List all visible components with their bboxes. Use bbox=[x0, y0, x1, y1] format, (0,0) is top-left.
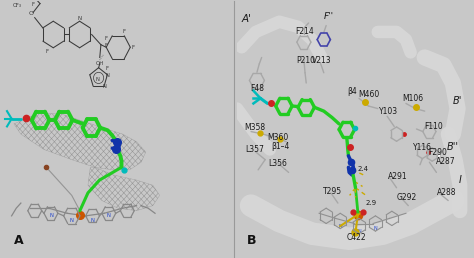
Text: N: N bbox=[357, 229, 361, 234]
Text: M360: M360 bbox=[267, 133, 289, 142]
Text: A291: A291 bbox=[388, 172, 408, 181]
Text: A': A' bbox=[241, 14, 251, 24]
Text: N: N bbox=[338, 224, 342, 229]
Text: 2.9: 2.9 bbox=[365, 200, 376, 206]
Text: G292: G292 bbox=[397, 194, 417, 203]
Text: CF₃: CF₃ bbox=[13, 3, 22, 8]
Polygon shape bbox=[14, 114, 146, 170]
Text: P210: P210 bbox=[297, 55, 316, 64]
Text: B': B' bbox=[453, 96, 462, 106]
Text: N: N bbox=[102, 84, 106, 89]
Text: B: B bbox=[246, 234, 256, 247]
Text: F: F bbox=[131, 45, 135, 50]
Text: F: F bbox=[46, 49, 49, 54]
Text: A287: A287 bbox=[436, 157, 455, 166]
Text: Y103: Y103 bbox=[379, 107, 398, 116]
Text: N: N bbox=[374, 226, 377, 231]
Text: N: N bbox=[78, 15, 82, 21]
Text: N: N bbox=[107, 213, 111, 218]
Text: F: F bbox=[104, 36, 108, 41]
Text: F: F bbox=[123, 29, 126, 34]
Text: I: I bbox=[458, 175, 461, 185]
Text: F: F bbox=[31, 2, 35, 7]
Text: N: N bbox=[91, 219, 94, 223]
Text: C422: C422 bbox=[347, 233, 366, 242]
Text: L357: L357 bbox=[245, 146, 264, 155]
Text: N: N bbox=[105, 73, 109, 78]
Text: N: N bbox=[49, 213, 53, 218]
Text: OH: OH bbox=[96, 61, 104, 66]
Text: β1–4: β1–4 bbox=[271, 142, 290, 151]
Text: F48: F48 bbox=[250, 84, 264, 93]
Text: A: A bbox=[14, 234, 24, 247]
Text: V213: V213 bbox=[311, 55, 331, 64]
Text: F110: F110 bbox=[425, 122, 444, 131]
Text: B'': B'' bbox=[447, 142, 459, 152]
Text: M460: M460 bbox=[358, 90, 379, 99]
Text: M106: M106 bbox=[402, 94, 424, 103]
Text: F290: F290 bbox=[428, 148, 447, 157]
Text: T295: T295 bbox=[323, 187, 342, 196]
Polygon shape bbox=[88, 167, 160, 211]
Text: O: O bbox=[28, 11, 33, 16]
Text: F214: F214 bbox=[296, 27, 314, 36]
Text: A288: A288 bbox=[437, 188, 457, 197]
Text: N: N bbox=[70, 219, 73, 223]
Text: F: F bbox=[106, 66, 109, 71]
Text: β4: β4 bbox=[347, 87, 357, 96]
Text: F: F bbox=[104, 44, 108, 49]
Text: L356: L356 bbox=[269, 159, 288, 168]
Text: F'': F'' bbox=[323, 12, 334, 21]
Text: 2.4: 2.4 bbox=[357, 166, 368, 172]
Text: M358: M358 bbox=[244, 123, 265, 132]
Text: N: N bbox=[95, 77, 100, 82]
Text: Y116: Y116 bbox=[413, 143, 432, 152]
